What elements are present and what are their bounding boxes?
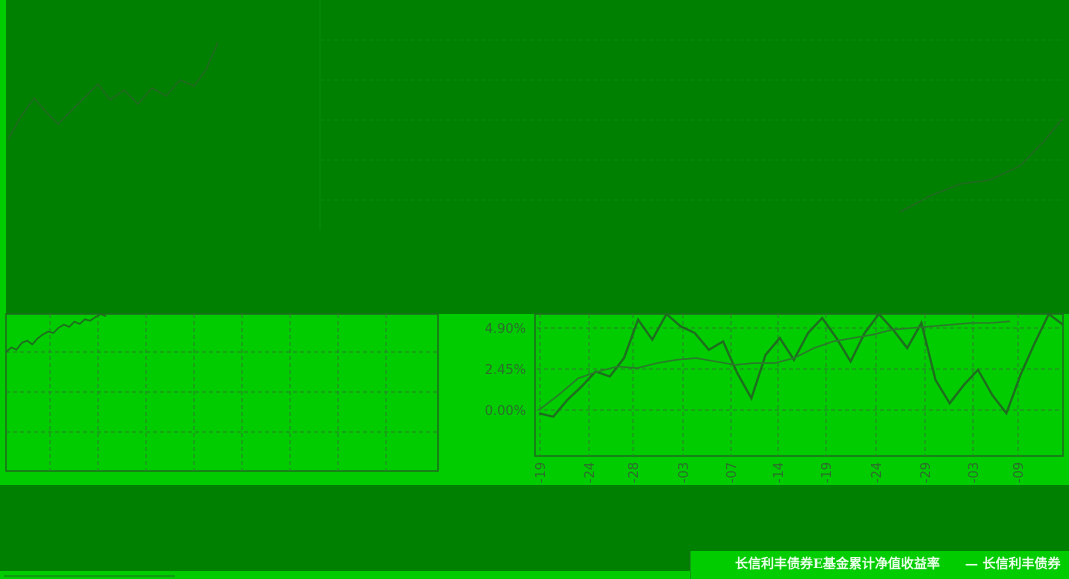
upper-right-line — [899, 117, 1064, 213]
x-tick-label: -07 — [725, 462, 740, 483]
right-x-axis: -19 -24 -28 -03 -07 -14 -19 -24 -29 -03 -09 — [534, 462, 1027, 483]
x-tick-label: -24 — [870, 462, 885, 483]
upper-line-fragments — [7, 0, 1064, 230]
x-tick-label: -09 — [1012, 462, 1027, 483]
upper-left-line — [7, 41, 219, 141]
left-grid — [6, 314, 438, 471]
y-tick-label: 4.90% — [485, 322, 526, 337]
legend-item-fund: — 长信利丰债券 — [965, 556, 1062, 572]
left-chart-panel — [5, 313, 439, 472]
x-tick-label: -24 — [583, 462, 598, 483]
right-plot-frame — [534, 313, 1064, 457]
y-tick-label: 0.00% — [485, 404, 526, 419]
x-tick-label: -29 — [919, 462, 934, 483]
overlay-band-bottom-left-strip — [0, 485, 6, 571]
y-tick-label: 2.45% — [485, 363, 526, 378]
x-tick-label: -19 — [534, 462, 549, 483]
series-line-nav-return — [538, 312, 1064, 418]
overlay-band-top — [6, 0, 1069, 314]
series-line-fund — [538, 320, 1011, 411]
x-tick-label: -03 — [677, 462, 692, 483]
x-tick-label: -03 — [967, 462, 982, 483]
left-series-line — [5, 313, 107, 353]
legend-item-nav-return: 长信利丰债券E基金累计净值收益率 — [735, 556, 940, 572]
right-y-axis: 4.90% 2.45% 0.00% — [485, 322, 526, 419]
x-tick-label: -28 — [627, 462, 642, 483]
legend: 长信利丰债券E基金累计净值收益率 — 长信利丰债券 — [689, 551, 1069, 579]
x-tick-label: -14 — [772, 462, 787, 483]
legend-box — [690, 551, 1069, 579]
x-tick-label: -19 — [820, 462, 835, 483]
right-grid — [537, 314, 1063, 456]
bottom-strip — [0, 571, 690, 579]
right-chart-panel: 4.90% 2.45% 0.00% -19 -24 -28 -03 -07 -14 -19 -24… — [485, 312, 1064, 483]
